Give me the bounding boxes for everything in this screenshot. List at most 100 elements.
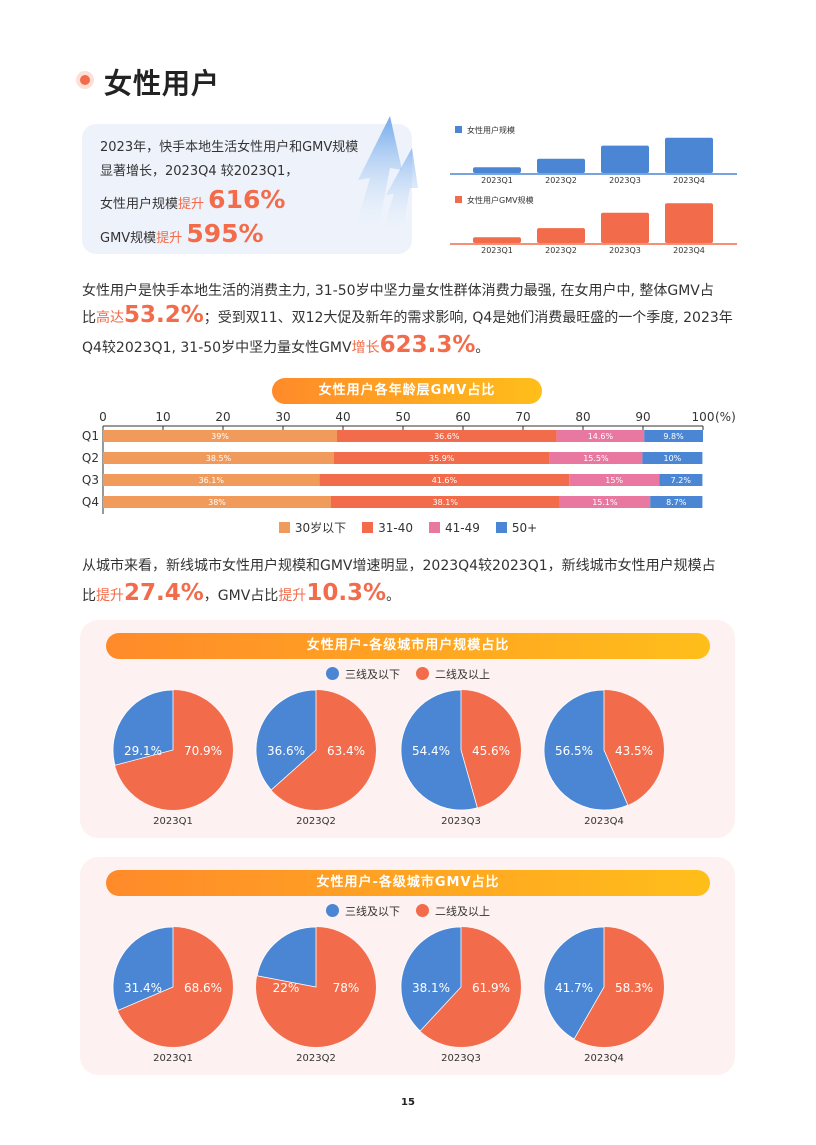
city-user-pie-label-lower: 54.4% [412,744,450,758]
mini-bar [537,158,585,173]
city-user-pie-label-lower: 56.5% [555,744,593,758]
age-legend-item: 31-40 [362,521,413,535]
age-bar-data-label: 9.8% [663,432,684,441]
mini-bar [473,237,521,243]
city-user-pie-charts: 29.1% 70.9% 2023Q1 36.6% 63.4% 2023Q2 54.4% 45.… [112,689,664,827]
age-tick-label: 80 [575,410,590,424]
city-user-legend-dot [326,667,339,680]
age-bar-data-label: 15.1% [592,498,618,507]
age-category-label: Q4 [82,495,99,509]
age-tick-label: 30 [275,410,290,424]
city-gmv-pie-label-upper: 61.9% [472,981,510,995]
p1-l3-highlight: 增长 [351,340,380,356]
age-bar-segment [556,430,645,442]
age-legend-swatch [495,522,507,533]
city-user-pie-quarter-label: 2023Q3 [441,816,481,827]
p2-l2-a: 比 [82,588,96,604]
mini-bar [601,145,649,173]
age-bar-segment [103,430,337,442]
page-title: 女性用户 [104,67,221,100]
city-gmv-pie-slice-lower-tier [112,926,174,1012]
p2-l2-c: 。 [386,588,401,604]
city-user-pie-slice-lower-tier [543,689,629,811]
mini-bar-category: 2023Q1 [481,246,513,255]
age-tick-label: 40 [335,410,350,424]
mini-bar-category: 2023Q3 [609,246,641,255]
age-bar-segment [103,452,334,464]
city-user-pie-label-upper: 63.4% [327,744,365,758]
city-gmv-legend: 三线及以下 二线及以上 [0,902,816,921]
growth-arrow-icon [350,116,418,246]
city-user-legend-label: 三线及以下 [345,667,400,681]
age-bar-segment [319,474,570,486]
gmv-growth-value: 595% [186,219,264,248]
paragraph-1-line-2: 比高达53.2%；受到双11、双12大促及新年的需求影响, Q4是她们消费最旺盛… [82,302,733,328]
city-user-pie-label-upper: 45.6% [472,744,510,758]
city-gmv-pie-label-lower: 31.4% [124,981,162,995]
paragraph-2-line-2: 比提升27.4%，GMV占比提升10.3%。 [82,580,400,606]
city-user-legend-item: 二线及以上 [416,666,490,682]
age-tick-label: 70 [515,410,530,424]
age-chart-legend: 30岁以下 31-40 41-49 50+ [0,518,816,537]
mini-bar-category: 2023Q2 [545,246,577,255]
intro-line-3-highlight: 提升 [178,197,205,212]
intro-line-4-highlight: 提升 [156,231,183,246]
p1-gmv-share-value: 53.2% [124,302,204,328]
p1-l2-a: 比 [82,310,96,326]
intro-line-4-prefix: GMV规模 [100,231,157,246]
page-number: 15 [401,1097,415,1108]
city-gmv-pie-label-lower: 41.7% [555,981,593,995]
mini-bar-category: 2023Q2 [545,176,577,185]
age-tick-label: 50 [395,410,410,424]
age-bar-segment [650,496,703,508]
age-bar-data-label: 38% [208,498,226,507]
city-user-pie-label-lower: 29.1% [124,744,162,758]
city-gmv-pie-quarter-label: 2023Q2 [296,1053,336,1064]
age-legend-item: 50+ [495,521,537,535]
age-tick-label: 0 [99,410,107,424]
age-bar-data-label: 14.6% [588,432,614,441]
city-gmv-pie-label-lower: 22% [273,981,300,995]
age-bar-segment [331,496,560,508]
mini-bar-category: 2023Q4 [673,176,705,185]
paragraph-1-line-1: 女性用户是快手本地生活的消费主力, 31-50岁中坚力量女性群体消费力最强, 在… [82,283,714,299]
mini-bar [665,203,713,243]
mini-bar [537,228,585,243]
title-bullet-icon [80,75,90,85]
mini-legend-swatch [455,126,462,133]
city-gmv-pie-quarter-label: 2023Q1 [153,1053,193,1064]
mini-legend-label: 女性用户规模 [467,125,515,135]
age-bar-segment [103,474,320,486]
city-user-pie-label-lower: 36.6% [267,744,305,758]
age-category-label: Q1 [82,429,99,443]
city-gmv-legend-label: 二线及以上 [435,904,490,918]
intro-line-2: 显著增长，2023Q4 较2023Q1， [100,164,299,179]
city-user-legend-dot [416,667,429,680]
city-user-pie-slice-lower-tier [400,689,478,811]
age-bar-segment [642,452,703,464]
city-user-legend: 三线及以下 二线及以上 [0,665,816,684]
age-legend-label: 41-49 [444,520,480,535]
city-gmv-legend-item: 三线及以下 [326,903,400,919]
age-bar-segment [103,496,331,508]
age-bar-data-label: 15% [605,476,623,485]
age-bar-segment [337,430,557,442]
city-gmv-legend-label: 三线及以下 [345,904,400,918]
city-user-pie-label-upper: 70.9% [184,744,222,758]
city-user-pie-quarter-label: 2023Q2 [296,816,336,827]
intro-line-4: GMV规模提升 595% [100,219,264,248]
age-bar-data-label: 10% [664,454,682,463]
age-category-label: Q2 [82,451,99,465]
age-bar-data-label: 41.6% [432,476,458,485]
mini-legend-label: 女性用户GMV规模 [467,195,534,205]
age-bar-segment [559,496,651,508]
age-legend-label: 30岁以下 [294,521,347,535]
age-tick-label: 10 [155,410,170,424]
city-user-pie-quarter-label: 2023Q4 [584,816,624,827]
age-bar-segment [549,452,643,464]
city-gmv-chart-title: 女性用户-各级城市GMV占比 [106,870,710,896]
p1-l2-b: ；受到双11、双12大促及新年的需求影响, Q4是她们消费最旺盛的一个季度, 2… [203,310,733,326]
p1-l3-b: 。 [475,340,490,356]
age-bar-data-label: 8.7% [666,498,687,507]
p1-l2-highlight: 高达 [96,310,124,326]
